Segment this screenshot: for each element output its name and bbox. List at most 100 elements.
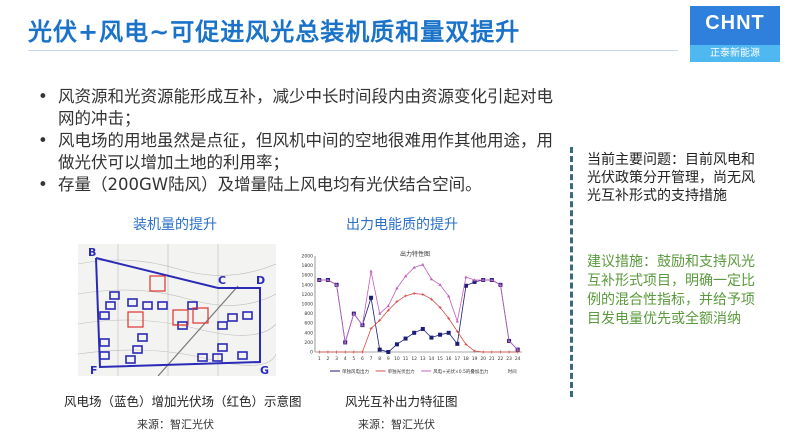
series-line	[319, 264, 518, 350]
data-point	[412, 330, 417, 335]
output-chart: 出力特性图 0 200 400 600 800 1000 1200 1400 1600 1800 2…	[302, 250, 522, 375]
data-point	[498, 350, 502, 354]
solar-site-marker	[192, 307, 209, 324]
x-axis-label: 时间	[508, 368, 517, 375]
x-tick-label: 19	[472, 356, 478, 362]
data-point	[335, 350, 339, 354]
series-line	[319, 279, 518, 353]
solar-site-marker	[172, 309, 189, 326]
x-tick-label: 6	[361, 356, 364, 362]
wind-turbine-marker	[227, 313, 238, 322]
chnt-logo: CHNT 正泰新能源	[690, 6, 780, 62]
wind-turbine-marker	[125, 355, 136, 364]
data-point	[455, 341, 460, 346]
x-tick-label: 21	[489, 356, 495, 362]
data-point	[507, 339, 511, 343]
wind-turbine-marker	[127, 298, 138, 307]
data-point	[369, 269, 373, 273]
map-label: D	[256, 274, 265, 287]
data-point	[421, 292, 425, 296]
y-tick-label: 1200	[302, 292, 314, 298]
x-tick-label: 20	[480, 356, 486, 362]
x-tick-label: 7	[370, 356, 373, 362]
data-point	[412, 265, 416, 269]
wind-turbine-marker	[217, 343, 228, 352]
data-point	[352, 311, 356, 315]
data-point	[378, 318, 382, 322]
y-tick-label: 1400	[302, 282, 314, 288]
data-point	[420, 326, 425, 331]
y-tick-label: 1800	[302, 263, 314, 269]
data-point	[481, 278, 485, 282]
x-tick-label: 18	[463, 356, 469, 362]
data-point	[343, 340, 347, 344]
wind-turbine-marker	[109, 291, 120, 300]
left-figure-caption: 风电场（蓝色）增加光伏场（红色）示意图	[64, 394, 302, 409]
bullet-list: 风资源和光资源能形成互补，减少中长时间段内由资源变化引起对电网的冲击； 风电场的…	[36, 86, 556, 196]
data-point	[394, 342, 399, 347]
data-point	[507, 350, 511, 354]
data-point	[360, 323, 365, 327]
data-point	[378, 311, 382, 315]
x-tick-label: 5	[352, 356, 355, 362]
wind-turbine-marker	[242, 311, 253, 320]
wind-turbine-marker	[99, 351, 110, 360]
x-tick-label: 22	[498, 356, 504, 362]
y-tick-label: 800	[304, 311, 313, 317]
data-point	[317, 278, 321, 282]
data-point	[377, 347, 382, 352]
wind-turbine-marker	[105, 301, 116, 310]
data-point	[447, 316, 451, 320]
data-point	[455, 319, 459, 323]
data-point	[386, 308, 390, 312]
wind-turbine-marker	[142, 301, 153, 310]
data-point	[490, 350, 494, 354]
wind-turbine-marker	[99, 311, 110, 320]
suggestion-text: 建议措施：鼓励和支持风光互补形式项目，明确一定比例的混合性指标，并给予项目发电量…	[587, 254, 755, 327]
x-tick-label: 24	[515, 356, 521, 362]
map-label: G	[260, 364, 269, 376]
x-tick-label: 1	[318, 356, 321, 362]
data-point	[464, 342, 468, 346]
wind-turbine-marker	[217, 321, 228, 330]
y-tick-label: 0	[310, 350, 313, 356]
map-label: F	[90, 364, 98, 376]
bullet-item: 风资源和光资源能形成互补，减少中长时间段内由资源变化引起对电网的冲击；	[36, 86, 556, 130]
y-tick-label: 200	[304, 340, 313, 346]
left-figure-source: 来源：智汇光伏	[137, 418, 214, 431]
data-point	[516, 347, 520, 351]
x-tick-label: 2	[327, 356, 330, 362]
x-tick-label: 8	[378, 356, 381, 362]
data-point	[317, 350, 321, 354]
x-tick-label: 16	[446, 356, 452, 362]
data-point	[490, 278, 494, 282]
data-point	[403, 274, 408, 278]
x-tick-label: 12	[411, 356, 417, 362]
y-tick-label: 1600	[302, 273, 314, 279]
logo-sub: 正泰新能源	[690, 45, 780, 62]
x-tick-label: 14	[429, 356, 435, 362]
right-figure-heading: 出力电能质的提升	[346, 217, 458, 233]
map-label: B	[88, 246, 96, 259]
data-point	[463, 283, 468, 288]
x-tick-label: 9	[387, 356, 390, 362]
x-tick-label: 13	[420, 356, 426, 362]
x-tick-label: 11	[403, 356, 409, 362]
x-tick-label: 3	[335, 356, 338, 362]
data-point	[386, 350, 391, 354]
data-point	[343, 350, 347, 354]
chart-title: 出力特性图	[400, 250, 430, 258]
data-point	[473, 349, 477, 353]
wind-turbine-marker	[197, 353, 208, 362]
data-point	[472, 279, 477, 284]
data-point	[438, 305, 442, 309]
issue-panel: 当前主要问题：目前风电和光伏政策分开管理，尚无风光互补形式的支持措施 建议措施：…	[570, 147, 773, 397]
data-point	[369, 326, 373, 330]
data-point	[360, 350, 364, 354]
data-point	[404, 294, 408, 298]
wind-farm-map: B C D F G	[78, 244, 276, 376]
data-point	[447, 294, 451, 298]
data-point	[429, 277, 434, 281]
data-point	[429, 335, 434, 340]
logo-brand: CHNT	[705, 12, 765, 34]
